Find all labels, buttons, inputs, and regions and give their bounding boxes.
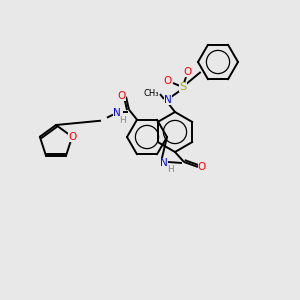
Text: CH₃: CH₃ <box>143 88 159 98</box>
Text: N: N <box>160 158 168 168</box>
Text: N: N <box>164 95 172 105</box>
Text: O: O <box>118 91 126 101</box>
Text: S: S <box>179 82 187 92</box>
Text: O: O <box>164 76 172 86</box>
Text: O: O <box>68 132 76 142</box>
Text: O: O <box>184 67 192 77</box>
Text: N: N <box>113 108 121 118</box>
Text: H: H <box>120 116 126 125</box>
Text: O: O <box>198 162 206 172</box>
Text: H: H <box>167 166 173 175</box>
